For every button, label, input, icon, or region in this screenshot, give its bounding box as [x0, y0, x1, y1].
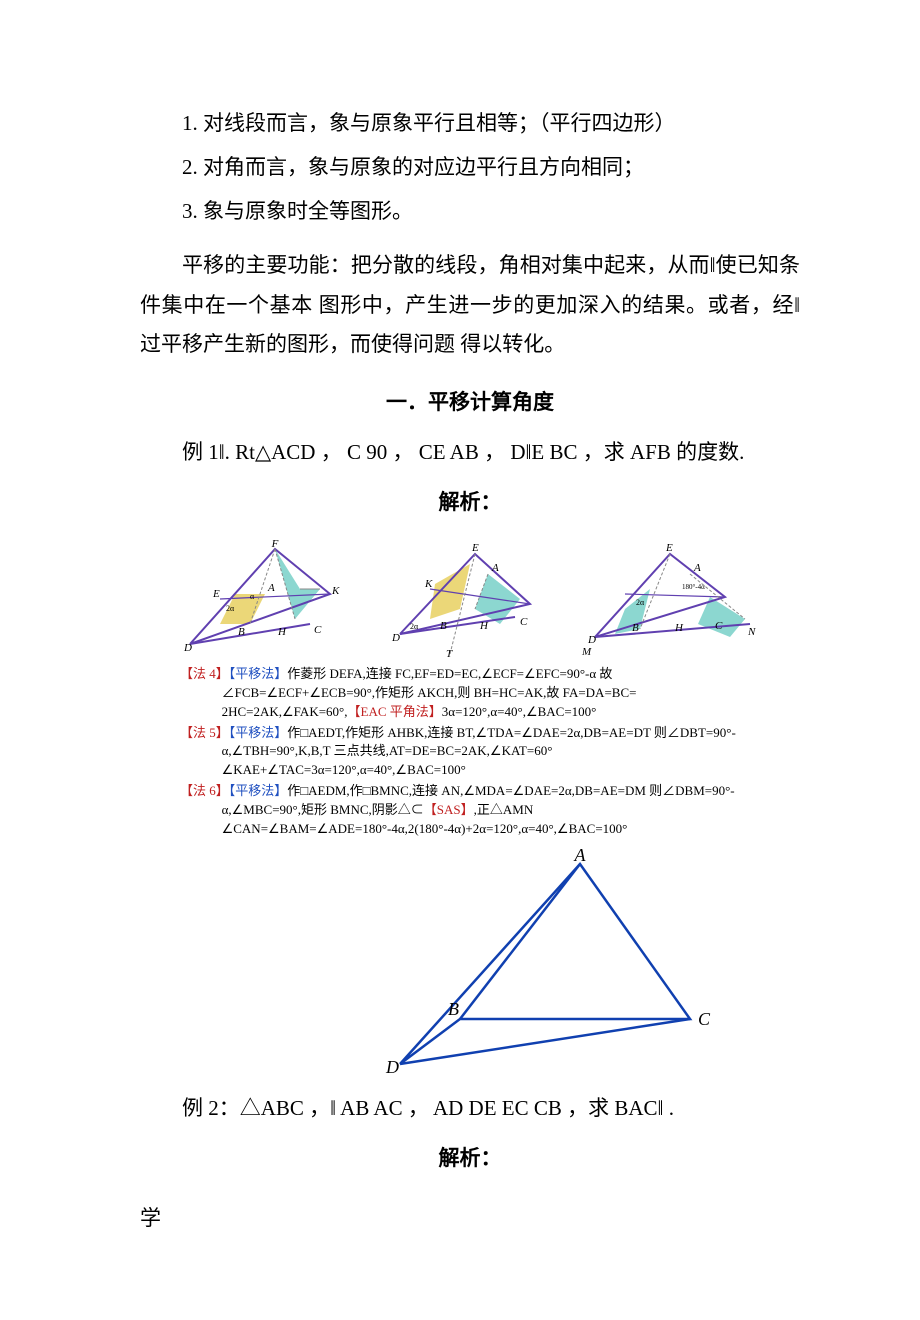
- svg-text:H: H: [277, 626, 287, 638]
- method-5-body: 作□AEDT,作矩形 AHBK,连接 BT,∠TDA=∠DAE=2α,DB=AE…: [222, 725, 736, 778]
- method-4-tail: 3α=120°,α=40°,∠BAC=100°: [442, 704, 597, 719]
- diagram-small-1: F E A K D B H C 2α α: [180, 539, 360, 659]
- svg-text:N: N: [747, 626, 756, 638]
- property-1: 1. 对线段而言，象与原象平行且相等；（平行四边形）: [140, 104, 800, 144]
- small-triangles-row: F E A K D B H C 2α α: [180, 529, 760, 659]
- method-6: 【法 6】【平移法】作□AEDM,作□BMNC,连接 AN,∠MDA=∠DAE=…: [180, 782, 760, 839]
- svg-text:C: C: [698, 1009, 711, 1029]
- svg-text:A: A: [491, 562, 499, 574]
- svg-text:A: A: [574, 849, 587, 865]
- methods-text: 【法 4】【平移法】作菱形 DEFA,连接 FC,EF=ED=EC,∠ECF=∠…: [180, 665, 760, 839]
- svg-text:M: M: [581, 646, 592, 658]
- example-2-lead: 例 2：△ABC ，‖ AB AC ， AD DE EC CB ，求 BAC‖ …: [140, 1089, 800, 1129]
- svg-text:C: C: [520, 616, 528, 628]
- svg-text:A: A: [693, 562, 701, 574]
- svg-text:B: B: [440, 620, 447, 632]
- example-2-solution-label: 解析：: [140, 1139, 800, 1179]
- svg-text:C: C: [715, 620, 723, 632]
- svg-text:K: K: [331, 585, 340, 597]
- section-1-title: 一．平移计算角度: [140, 383, 800, 423]
- diagram-small-3: E A D B H C M N 2α 180°-4α: [580, 539, 760, 659]
- svg-text:2α: 2α: [410, 622, 419, 631]
- diagram-block: F E A K D B H C 2α α: [180, 529, 760, 1079]
- svg-text:180°-4α: 180°-4α: [682, 583, 705, 591]
- property-2: 2. 对角而言，象与原象的对应边平行且方向相同；: [140, 148, 800, 188]
- trailing-char: 学: [140, 1199, 800, 1239]
- method-6-mid-tag: 【SAS】: [424, 802, 474, 817]
- method-4-mid-tag: 【EAC 平角法】: [348, 704, 442, 719]
- svg-text:2α: 2α: [226, 604, 235, 613]
- example-1-solution-label: 解析：: [140, 483, 800, 523]
- property-3: 3. 象与原象时全等图形。: [140, 192, 800, 232]
- svg-text:H: H: [674, 622, 684, 634]
- svg-text:B: B: [448, 999, 459, 1019]
- svg-text:E: E: [212, 588, 220, 600]
- svg-text:D: D: [391, 632, 400, 644]
- svg-text:T: T: [446, 648, 453, 659]
- svg-text:D: D: [183, 642, 192, 654]
- method-5-name: 【平移法】: [229, 725, 288, 740]
- svg-text:E: E: [665, 542, 673, 554]
- diagram-big-triangle: A B C D: [380, 849, 740, 1079]
- svg-text:D: D: [587, 634, 596, 646]
- diagram-small-2: E A K D B H C T 2α: [380, 539, 560, 659]
- svg-text:B: B: [632, 622, 639, 634]
- svg-text:C: C: [314, 624, 322, 636]
- svg-text:E: E: [471, 542, 479, 554]
- method-4: 【法 4】【平移法】作菱形 DEFA,连接 FC,EF=ED=EC,∠ECF=∠…: [180, 665, 760, 722]
- method-5: 【法 5】【平移法】作□AEDT,作矩形 AHBK,连接 BT,∠TDA=∠DA…: [180, 724, 760, 781]
- method-4-tag: 【法 4】: [180, 666, 229, 681]
- method-6-tag: 【法 6】: [180, 783, 229, 798]
- method-5-tag: 【法 5】: [180, 725, 229, 740]
- svg-text:K: K: [424, 578, 433, 590]
- svg-text:D: D: [385, 1057, 399, 1077]
- example-1-lead: 例 1‖. Rt△ACD ， C 90 ， CE AB ， D‖E BC ，求 …: [140, 433, 800, 473]
- method-4-name: 【平移法】: [229, 666, 288, 681]
- svg-text:2α: 2α: [636, 598, 645, 607]
- svg-text:F: F: [271, 539, 279, 550]
- document-page: 1. 对线段而言，象与原象平行且相等；（平行四边形） 2. 对角而言，象与原象的…: [0, 0, 920, 1320]
- svg-text:B: B: [238, 626, 245, 638]
- svg-text:H: H: [479, 620, 489, 632]
- svg-text:A: A: [267, 582, 275, 594]
- function-paragraph: 平移的主要功能：把分散的线段，角相对集中起来，从而‖使已知条件集中在一个基本 图…: [140, 246, 800, 366]
- method-6-name: 【平移法】: [229, 783, 288, 798]
